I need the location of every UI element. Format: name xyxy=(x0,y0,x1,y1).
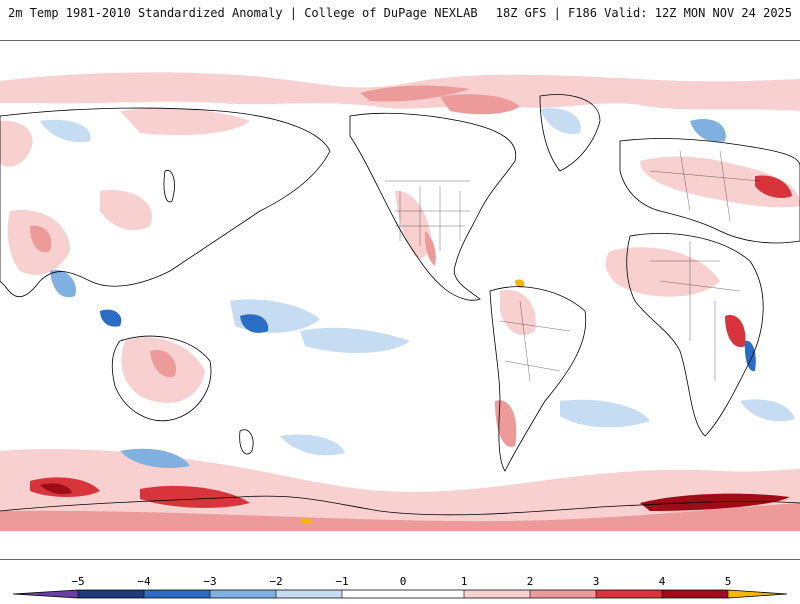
map-canvas xyxy=(0,41,800,559)
colorbar-tick-label: −2 xyxy=(269,575,283,588)
east-asia-warm xyxy=(100,190,152,231)
colorbar-p3-p4 xyxy=(596,590,662,598)
colorbar-tick-label: −1 xyxy=(335,575,349,588)
greenland-outline xyxy=(539,94,601,172)
anomaly-map xyxy=(0,40,800,560)
australia-warm-core xyxy=(150,349,176,378)
africa-borders xyxy=(650,241,741,381)
us-state-lines xyxy=(395,186,470,251)
antarctic-warm-core-2 xyxy=(140,485,250,508)
colorbar-m2-m1 xyxy=(276,590,342,598)
venezuela-hotspot xyxy=(515,279,525,288)
colorbar-gt-p5 xyxy=(728,590,787,598)
colorbar-m4-m3 xyxy=(144,590,210,598)
north-america-west-warm xyxy=(395,190,431,259)
colorbar-m3-m2 xyxy=(210,590,276,598)
anomaly-fields xyxy=(0,72,800,531)
europe-outline xyxy=(619,138,800,244)
north-pacific-cool xyxy=(40,119,91,143)
patagonia-warm xyxy=(495,400,517,447)
antarctic-belt xyxy=(0,503,800,531)
colorbar-tick-label: 0 xyxy=(399,575,407,588)
colorbar-lt-m5 xyxy=(13,590,78,598)
australia-outline xyxy=(111,335,212,422)
arctic-warm-core xyxy=(360,85,470,102)
south-atlantic-cool xyxy=(560,399,650,428)
antarctic-deep-warm xyxy=(640,493,790,511)
east-africa-cool xyxy=(744,340,756,372)
coastlines xyxy=(0,94,800,516)
header: 2m Temp 1981-2010 Standardized Anomaly |… xyxy=(0,0,800,40)
product-title: 2m Temp 1981-2010 Standardized Anomaly |… xyxy=(8,6,478,20)
colorbar-m1-p1 xyxy=(342,590,464,598)
colorbar-tick-label: 5 xyxy=(724,575,732,588)
colorbar-m5-m4 xyxy=(78,590,144,598)
eurasia-outline xyxy=(0,107,331,298)
colorbar-tick-label: 2 xyxy=(526,575,534,588)
colorbar-tick-label: −3 xyxy=(203,575,217,588)
colorbar: −5 −4 −3 −2 −1 0 1 2 3 4 5 xyxy=(0,560,800,600)
east-africa-warm xyxy=(725,315,746,348)
africa-warm xyxy=(605,247,720,297)
antarctic-hotspot xyxy=(300,518,313,524)
south-america-outline xyxy=(489,286,587,472)
colorbar-tick-label: −4 xyxy=(137,575,151,588)
southern-ocean-cool-2 xyxy=(280,434,345,456)
run-info: 18Z GFS | F186 Valid: 12Z MON NOV 24 202… xyxy=(495,6,792,20)
greenland-warm xyxy=(440,94,520,115)
pacific-cool-2 xyxy=(300,327,410,353)
southern-ocean-cool xyxy=(120,448,190,469)
colorbar-p4-p5 xyxy=(662,590,728,598)
south-america-warm xyxy=(500,290,536,335)
europe-borders xyxy=(649,150,761,222)
southeast-asia-cool xyxy=(100,309,122,327)
russia-warm-core xyxy=(755,175,792,198)
japan-outline xyxy=(163,169,175,203)
indian-ocean-cool xyxy=(740,399,795,422)
scandinavia-cool xyxy=(690,119,726,143)
colorbar-p1-p2 xyxy=(464,590,530,598)
colorbar-tick-label: 3 xyxy=(592,575,600,588)
colorbar-svg xyxy=(12,589,788,599)
europe-warm xyxy=(640,156,800,208)
siberia-warm xyxy=(120,108,250,136)
antarctica-outline xyxy=(0,495,800,516)
colorbar-ticks xyxy=(77,590,729,598)
colorbar-tick-label: 1 xyxy=(460,575,468,588)
hudson-cool xyxy=(540,108,581,134)
colorbar-p2-p3 xyxy=(530,590,596,598)
south-america-borders xyxy=(499,300,571,382)
bay-of-bengal-cool xyxy=(50,270,76,298)
southern-ocean-warm xyxy=(0,449,800,531)
antarctic-deep-warm-2 xyxy=(40,483,72,495)
north-america-outline xyxy=(349,112,517,301)
colorbar-tick-label: −5 xyxy=(71,575,85,588)
political-borders xyxy=(385,150,761,382)
eurasia-warm xyxy=(0,120,33,167)
india-warm-core xyxy=(30,225,52,253)
pacific-cool-core xyxy=(240,314,269,333)
colorbar-tick-label: 4 xyxy=(658,575,666,588)
new-zealand-outline xyxy=(239,429,254,455)
africa-outline xyxy=(626,233,764,437)
north-america-west-core xyxy=(424,231,436,266)
